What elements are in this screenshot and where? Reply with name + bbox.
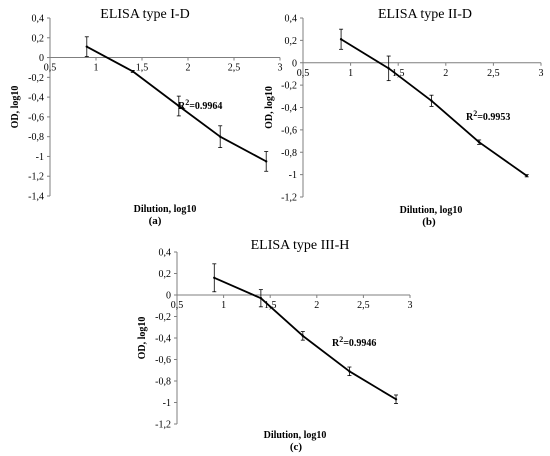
panel-label: (c) bbox=[290, 441, 303, 453]
r-squared-value: =0.9953 bbox=[477, 112, 510, 123]
y-tick-label: -0,2 bbox=[155, 312, 171, 323]
x-tick-label: 1,5 bbox=[392, 68, 405, 79]
chart-title: ELISA type II-D bbox=[378, 7, 472, 22]
r-squared-prefix: R bbox=[466, 112, 474, 123]
x-tick-label: 2 bbox=[443, 68, 448, 79]
x-tick-label: 2 bbox=[186, 63, 191, 74]
data-point bbox=[265, 160, 268, 163]
panel-label: (a) bbox=[149, 215, 162, 227]
r-squared-prefix: R bbox=[332, 338, 340, 349]
y-tick-label: 0 bbox=[39, 53, 44, 64]
chart-title: ELISA type III-H bbox=[251, 238, 350, 253]
y-tick-label: -0,4 bbox=[155, 334, 171, 345]
y-tick-label: -0,6 bbox=[155, 355, 171, 366]
y-tick-label: -1 bbox=[289, 170, 297, 181]
x-axis-title: Dilution, log10 bbox=[400, 205, 463, 216]
r-squared-label: R2=0.9953 bbox=[466, 109, 510, 123]
x-tick-label: 3 bbox=[278, 63, 283, 74]
data-point bbox=[477, 140, 481, 144]
y-tick-label: 0,4 bbox=[285, 14, 298, 25]
y-tick-label: -0,4 bbox=[28, 93, 44, 104]
data-point bbox=[339, 38, 343, 41]
x-tick-label: 3 bbox=[539, 68, 544, 79]
y-tick-label: 0,4 bbox=[32, 14, 45, 25]
x-tick-label: 1 bbox=[348, 68, 353, 79]
x-tick-label: 2,5 bbox=[228, 63, 241, 74]
y-tick-label: 0,2 bbox=[32, 33, 45, 44]
r-squared-label: R2=0.9964 bbox=[178, 98, 222, 112]
y-axis-title: OD, log10 bbox=[264, 86, 275, 129]
y-tick-label: -0,2 bbox=[281, 81, 297, 92]
data-point bbox=[387, 67, 390, 70]
y-tick-label: -0,8 bbox=[281, 148, 297, 159]
data-point bbox=[177, 104, 180, 108]
x-tick-label: 1,5 bbox=[136, 63, 149, 74]
x-tick-label: 0,5 bbox=[297, 68, 310, 79]
data-point bbox=[430, 99, 433, 102]
y-tick-label: -0,4 bbox=[281, 103, 297, 114]
y-tick-label: 0,2 bbox=[285, 36, 298, 47]
y-tick-label: 0,4 bbox=[159, 248, 172, 259]
r-squared-prefix: R bbox=[178, 101, 186, 112]
x-tick-label: 2,5 bbox=[357, 300, 370, 311]
y-tick-label: -1 bbox=[163, 398, 171, 409]
x-tick-label: 3 bbox=[408, 300, 413, 311]
series-line bbox=[340, 38, 528, 177]
r-squared-sup: 2 bbox=[339, 335, 343, 344]
r-squared-sup: 2 bbox=[473, 109, 477, 118]
chart-panel-3: ELISA type III-H 0,4 0,2 0 -0,2 -0,4 -0,6 -0,8 -… bbox=[137, 238, 413, 453]
x-tick-label: 0,5 bbox=[171, 300, 184, 311]
data-point bbox=[301, 334, 305, 338]
y-tick-label: -1,2 bbox=[281, 193, 297, 204]
data-point bbox=[259, 297, 263, 300]
y-tick-label: 0,2 bbox=[159, 269, 172, 280]
x-tick-label: 1 bbox=[94, 63, 99, 74]
panel-label: (b) bbox=[422, 216, 436, 228]
data-point bbox=[85, 45, 89, 48]
data-point bbox=[348, 370, 351, 373]
r-squared-value: =0.9964 bbox=[189, 101, 222, 112]
y-tick-label: -0,2 bbox=[28, 73, 44, 84]
data-point bbox=[219, 135, 222, 138]
r-squared-sup: 2 bbox=[185, 98, 189, 107]
chart-panel-2: ELISA type II-D 0,4 0,2 0 -0,2 -0,4 -0,6 -0,8 -1… bbox=[264, 7, 544, 228]
x-tick-label: 2 bbox=[314, 300, 319, 311]
y-tick-label: -0,6 bbox=[281, 125, 297, 136]
y-tick-label: -0,8 bbox=[155, 377, 171, 388]
y-tick-label: 0 bbox=[292, 58, 297, 69]
r-squared-value: =0.9946 bbox=[343, 338, 376, 349]
chart-title: ELISA type I-D bbox=[100, 7, 189, 22]
x-tick-label: 2,5 bbox=[487, 68, 500, 79]
y-tick-label: 0 bbox=[166, 291, 171, 302]
y-tick-label: -1 bbox=[36, 152, 44, 163]
y-tick-label: -0,8 bbox=[28, 132, 44, 143]
y-tick-label: -1,4 bbox=[28, 192, 44, 203]
x-tick-label: 0,5 bbox=[44, 63, 57, 74]
x-axis-title: Dilution, log10 bbox=[264, 430, 327, 441]
y-tick-label: -1,2 bbox=[155, 420, 171, 431]
x-tick-label: 1 bbox=[221, 300, 226, 311]
x-axis-title: Dilution, log10 bbox=[134, 204, 197, 215]
chart-panel-1: ELISA type I-D 0,4 0,2 0 -0,2 -0,4 -0,6 -0,8 -1 -… bbox=[10, 7, 283, 227]
data-point bbox=[213, 276, 216, 279]
y-tick-label: -0,6 bbox=[28, 112, 44, 123]
y-axis-title: OD, log10 bbox=[10, 86, 21, 129]
y-axis-title: OD, log10 bbox=[137, 317, 148, 360]
data-point bbox=[525, 174, 528, 177]
r-squared-label: R2=0.9946 bbox=[332, 335, 376, 349]
data-point bbox=[131, 70, 134, 73]
y-tick-label: -1,2 bbox=[28, 172, 44, 183]
data-point bbox=[394, 398, 398, 401]
